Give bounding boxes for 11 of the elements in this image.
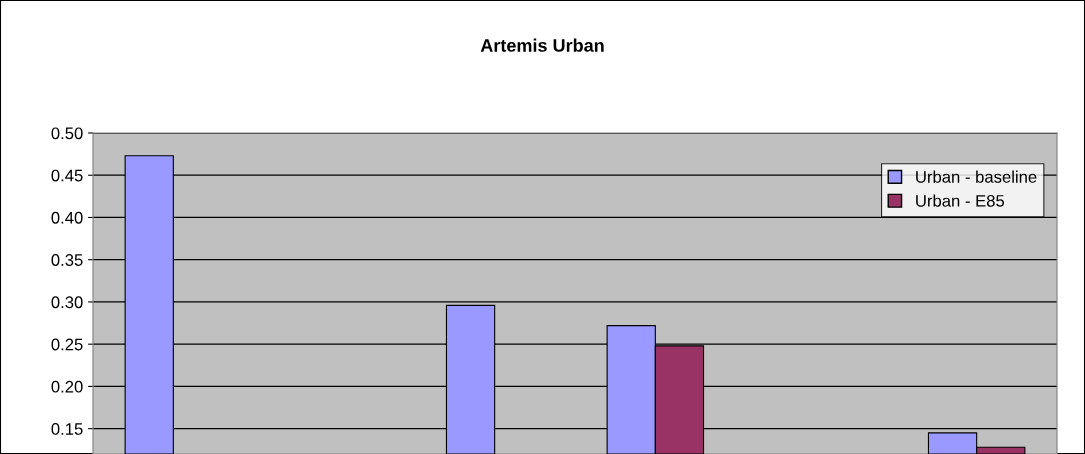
y-tick-label: 0.50 xyxy=(51,127,83,140)
y-tick-label: 0.30 xyxy=(51,296,83,309)
legend-label: Urban - baseline xyxy=(916,170,1037,183)
y-tick-label: 0.40 xyxy=(51,211,83,224)
y-tick-label: 0.35 xyxy=(51,254,83,266)
y-tick-label: 0.45 xyxy=(51,169,83,182)
y-tick-label: 0.15 xyxy=(51,423,83,435)
y-tick-label: 0.20 xyxy=(51,380,83,393)
legend-label: Urban - E85 xyxy=(916,194,1005,207)
chart-title: Artemis Urban xyxy=(480,38,604,52)
y-tick-label: 0.25 xyxy=(51,338,83,351)
